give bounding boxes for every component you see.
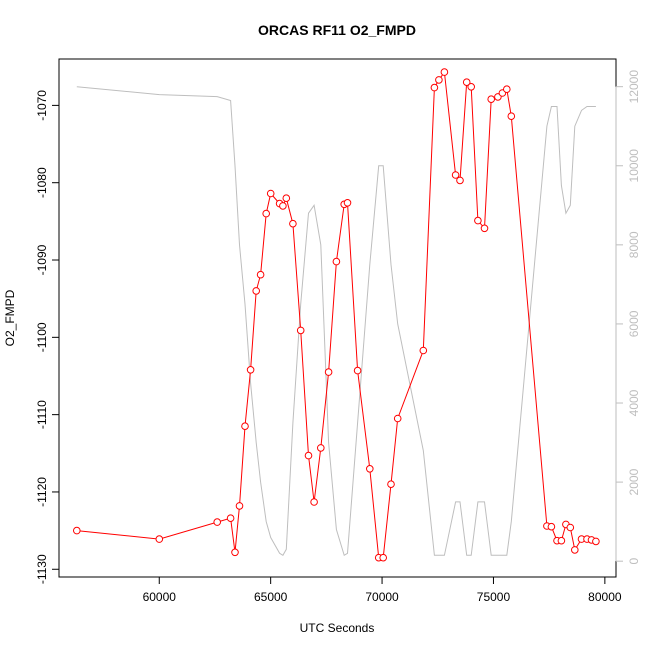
y-axis-label: O2_FMPD xyxy=(3,289,17,346)
o2-fmpd-data-point xyxy=(393,414,402,423)
y-tick-label: -1130 xyxy=(35,554,49,584)
y-tick-label: -1120 xyxy=(35,477,49,507)
plot-frame xyxy=(58,58,617,578)
o2-fmpd-data-point xyxy=(440,68,449,76)
o2-fmpd-data-point xyxy=(252,287,261,295)
y-right-tick-label: 6000 xyxy=(627,310,641,337)
o2-fmpd-data-point xyxy=(503,85,511,93)
o2-fmpd-data-point xyxy=(296,326,305,335)
o2-fmpd-data-point xyxy=(155,535,164,543)
y-right-tick-label: 0 xyxy=(627,558,641,565)
o2-fmpd-data-point xyxy=(343,199,352,207)
o2-fmpd-data-point xyxy=(226,514,235,523)
x-tick-label: 80000 xyxy=(588,590,622,604)
o2-fmpd-data-point xyxy=(379,553,388,562)
x-tick-label: 60000 xyxy=(143,590,177,604)
y-right-tick-label: 8000 xyxy=(627,231,641,258)
o2-fmpd-data-point xyxy=(324,368,333,376)
y-axis-left: -1130 -1120 -1110 -1100 -1090 -1080 -1070 xyxy=(35,90,60,584)
o2-fmpd-data-point xyxy=(256,270,265,279)
o2-fmpd-data-point xyxy=(419,346,428,355)
y-axis-right: 0 2000 4000 6000 8000 10000 12000 xyxy=(615,70,641,565)
o2-fmpd-data-point xyxy=(592,537,600,546)
o2-fmpd-data-point xyxy=(474,216,482,225)
x-axis: 60000 65000 70000 75000 80000 xyxy=(143,576,622,604)
o2-fmpd-data-point xyxy=(213,518,221,526)
y-tick-label: -1110 xyxy=(35,400,49,429)
o2-fmpd-data-point xyxy=(456,176,464,185)
o2-fmpd-data-point xyxy=(507,112,516,120)
chart-title: ORCAS RF11 O2_FMPD xyxy=(258,22,416,38)
y-tick-label: -1100 xyxy=(35,322,49,352)
o2-fmpd-data-point xyxy=(387,480,395,489)
o2-fmpd-data-point xyxy=(430,83,439,92)
x-tick-label: 65000 xyxy=(254,590,288,604)
y-right-tick-label: 10000 xyxy=(627,149,641,183)
o2-fmpd-data-point xyxy=(547,522,556,531)
x-tick-label: 75000 xyxy=(477,590,511,604)
o2-fmpd-data-point xyxy=(73,526,81,535)
o2-fmpd-data-point xyxy=(487,95,496,103)
o2-fmpd-data-point xyxy=(317,444,325,452)
o2-fmpd-data-point xyxy=(235,502,244,510)
x-axis-label: UTC Seconds xyxy=(300,621,375,635)
x-tick-label: 70000 xyxy=(365,590,399,604)
o2-fmpd-data-point xyxy=(462,78,471,86)
y-tick-label: -1070 xyxy=(35,90,49,121)
y-right-tick-label: 12000 xyxy=(627,70,641,104)
o2-fmpd-data-point xyxy=(246,366,255,374)
o2-fmpd-data-point xyxy=(262,209,271,218)
series-layer xyxy=(73,68,600,562)
y-right-tick-label: 4000 xyxy=(627,389,641,416)
o2-fmpd-data-point xyxy=(289,219,297,228)
o2-fmpd-data-point xyxy=(571,546,579,554)
o2-fmpd-data-point xyxy=(279,202,287,210)
o2-fmpd-data-point xyxy=(310,498,318,506)
o2-fmpd-data-point xyxy=(231,548,239,557)
o2-fmpd-data-point xyxy=(557,536,566,545)
secondary-series-line xyxy=(76,86,596,557)
o2-fmpd-data-point xyxy=(282,194,291,202)
o2-fmpd-data-point xyxy=(435,76,443,84)
o2-fmpd-data-point xyxy=(266,189,275,198)
o2-fmpd-data-point xyxy=(241,422,249,431)
o2-fmpd-data-point xyxy=(480,224,489,233)
o2-fmpd-data-point xyxy=(353,366,362,375)
y-tick-label: -1080 xyxy=(35,167,49,198)
y-right-tick-label: 2000 xyxy=(627,468,641,495)
y-tick-label: -1090 xyxy=(35,244,49,275)
o2-fmpd-data-point xyxy=(467,83,476,91)
o2-fmpd-data-point xyxy=(366,465,374,473)
o2-fmpd-data-point xyxy=(332,257,341,266)
o2-fmpd-data-point xyxy=(304,451,313,460)
o2-fmpd-series-line xyxy=(76,70,597,559)
o2-fmpd-data-point xyxy=(451,171,460,179)
o2-fmpd-data-point xyxy=(566,523,575,532)
